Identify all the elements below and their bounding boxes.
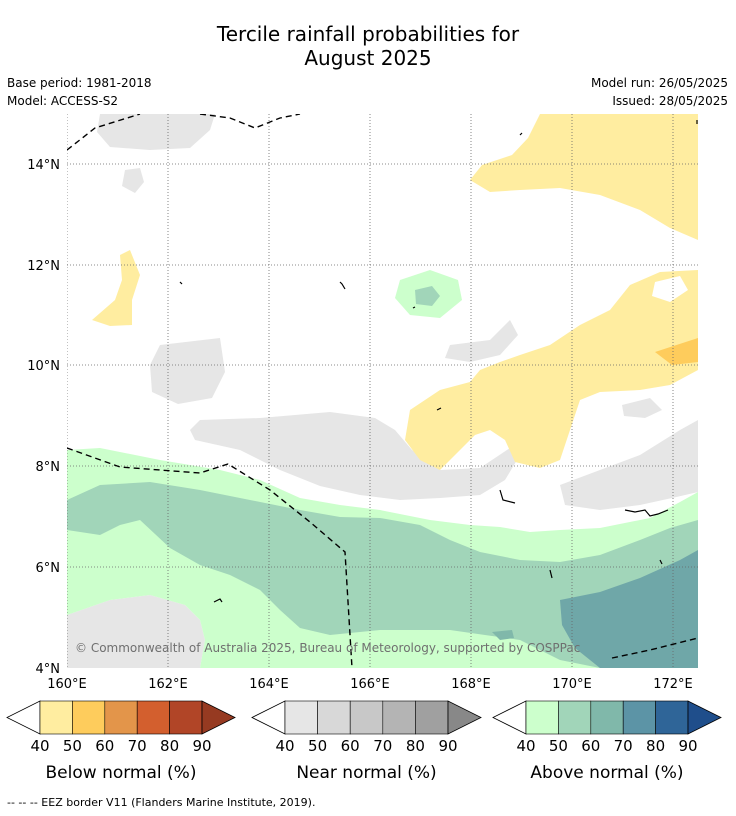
lon-label: 168°E: [451, 677, 491, 692]
colorbar-tick-label: 40: [30, 737, 49, 755]
colorbar-swatch: [382, 700, 416, 735]
colorbar-tick-label: 50: [308, 737, 327, 755]
colorbar-tick-label: 70: [373, 737, 392, 755]
colorbar-swatch: [136, 700, 170, 735]
copyright-notice: © Commonwealth of Australia 2025, Bureau…: [75, 641, 581, 655]
colorbar: 40 50 60 70 80 90 Below normal (%): [6, 700, 236, 783]
colorbar-swatch: [349, 700, 384, 735]
colorbar-tick-label: 50: [63, 737, 82, 755]
title-line-1: Tercile rainfall probabilities for: [216, 22, 520, 46]
eez-borders: [67, 114, 698, 668]
colorbar-title: Below normal (%): [46, 763, 197, 783]
colorbar-under-arrow: [492, 700, 527, 735]
longitude-axis: 160°E 162°E 164°E 166°E 168°E 170°E 172°…: [47, 677, 693, 692]
above-normal-70-region: [560, 550, 698, 668]
colorbar-tick-label: 40: [275, 737, 294, 755]
lon-label: 170°E: [552, 677, 592, 692]
base-period: Base period: 1981-2018: [7, 76, 152, 90]
above-normal-50-island: [415, 286, 440, 306]
colorbar-over-arrow: [447, 700, 482, 735]
below-normal-region-northeast: [470, 114, 698, 240]
lat-label: 14°N: [27, 158, 60, 173]
colorbar-swatch: [525, 700, 559, 735]
colorbar-tick-label: 80: [406, 737, 425, 755]
colorbar-tick-label: 60: [341, 737, 360, 755]
colorbar-tick-label: 70: [614, 737, 633, 755]
model-run: Model run: 26/05/2025: [590, 76, 728, 90]
model-name: Model: ACCESS-S2: [7, 94, 119, 108]
near-normal-region-center: [190, 412, 520, 500]
lon-label: 172°E: [653, 677, 693, 692]
map-area: [67, 114, 698, 668]
title-line-2: August 2025: [304, 46, 432, 70]
colorbar-tick-label: 40: [516, 737, 535, 755]
colorbar-swatch: [39, 700, 73, 735]
lat-label: 10°N: [27, 359, 60, 374]
colorbar-swatch: [590, 700, 624, 735]
above-normal-50-band: [67, 482, 698, 668]
graticule: [67, 114, 698, 668]
colorbar-title: Above normal (%): [530, 763, 683, 783]
meta-right: Model run: 26/05/2025 Issued: 28/05/2025: [591, 74, 728, 110]
below-normal-region-east: [405, 270, 698, 470]
lat-label: 12°N: [27, 259, 60, 274]
colorbar-tick-label: 90: [438, 737, 457, 755]
colorbar-title: Near normal (%): [296, 763, 436, 783]
lon-label: 160°E: [47, 677, 87, 692]
colorbar-under-arrow: [251, 700, 286, 735]
colorbar-over-arrow: [201, 700, 236, 735]
below-normal-50-region: [655, 338, 698, 365]
colorbar-tick-label: 60: [581, 737, 600, 755]
lon-label: 162°E: [148, 677, 188, 692]
colorbar-swatch: [104, 700, 138, 735]
issued-date: Issued: 28/05/2025: [612, 94, 728, 108]
colorbar-swatch: [655, 700, 689, 735]
colorbar-under-arrow: [6, 700, 41, 735]
near-normal-region-east-2: [622, 398, 662, 418]
near-normal-region-east-3: [560, 420, 698, 510]
colorbar-tick-label: 60: [95, 737, 114, 755]
colorbar-tick-label: 90: [192, 737, 211, 755]
below-normal-hole: [652, 276, 688, 302]
meta-left: Base period: 1981-2018 Model: ACCESS-S2: [7, 74, 152, 110]
colorbar-tick-label: 50: [549, 737, 568, 755]
eez-legend-footer: -- -- -- EEZ border V11 (Flanders Marine…: [7, 796, 316, 809]
colorbar-swatch: [317, 700, 351, 735]
lat-label: 8°N: [36, 460, 61, 475]
colorbars: 40 50 60 70 80 90 Below normal (%) 40 50 60 70 80 90…: [6, 700, 722, 783]
colorbar-swatch: [558, 700, 592, 735]
near-normal-region-small-north: [122, 168, 144, 193]
lon-label: 164°E: [249, 677, 289, 692]
below-normal-region-west: [92, 250, 140, 326]
colorbar-swatch: [284, 700, 318, 735]
colorbar: 40 50 60 70 80 90 Above normal (%): [492, 700, 722, 783]
latitude-axis: 14°N 12°N 10°N 8°N 6°N 4°N: [27, 158, 60, 677]
colorbar-tick-label: 90: [678, 737, 697, 755]
colorbar-swatch: [72, 700, 106, 735]
lon-label: 166°E: [350, 677, 390, 692]
colorbar-swatch: [169, 700, 203, 735]
lat-label: 4°N: [36, 662, 61, 677]
map-title: Tercile rainfall probabilities for Augus…: [0, 22, 736, 70]
colorbar-over-arrow: [687, 700, 722, 735]
near-normal-region-east-1: [445, 320, 518, 362]
near-normal-region-west: [150, 338, 225, 404]
colorbar-tick-label: 80: [646, 737, 665, 755]
colorbar-swatch: [622, 700, 656, 735]
colorbar-tick-label: 80: [160, 737, 179, 755]
near-normal-region-southwest: [67, 595, 205, 668]
near-normal-region-north: [97, 114, 215, 150]
above-normal-small-patch: [492, 630, 514, 640]
lat-label: 6°N: [36, 561, 61, 576]
islands: [179, 120, 698, 603]
colorbar-tick-label: 70: [128, 737, 147, 755]
colorbar-swatch: [415, 700, 449, 735]
